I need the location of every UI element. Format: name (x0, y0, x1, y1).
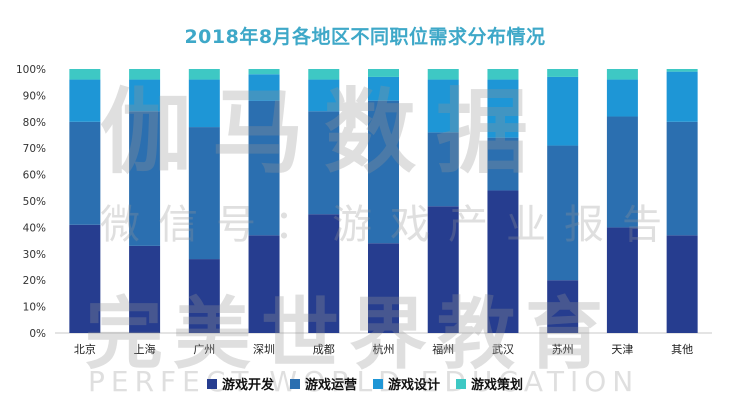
bar-segment-2-9 (547, 145, 579, 281)
y-tick-label: 70% (23, 143, 46, 155)
legend-item-ops: 游戏运营 (289, 374, 357, 393)
bar-segment-2-10 (606, 116, 638, 228)
y-tick-label: 80% (23, 117, 46, 129)
x-tick-label: 杭州 (373, 342, 395, 356)
bar-segment-1-10 (606, 227, 638, 333)
bar-segment-2-2 (129, 111, 161, 246)
bar-segment-3-5 (308, 79, 340, 112)
legend-swatch-dev (206, 378, 217, 389)
x-tick-label: 广州 (193, 343, 215, 356)
bar-segment-4-7 (427, 69, 459, 80)
bar-segment-4-8 (487, 69, 519, 80)
legend-label-dev: 游戏开发 (221, 378, 274, 393)
legend-item-design: 游戏设计 (373, 374, 440, 393)
y-tick-label: 90% (23, 90, 46, 102)
bar-segment-3-1 (69, 79, 101, 122)
legend-label-design: 游戏设计 (388, 378, 441, 393)
bar-segment-1-7 (427, 206, 459, 333)
y-tick-label: 60% (23, 170, 46, 182)
bar-segment-1-4 (248, 235, 280, 333)
bar-segment-4-4 (248, 69, 280, 75)
x-tick-label: 福州 (432, 342, 454, 356)
bar-segment-1-2 (129, 245, 161, 333)
y-tick-label: 20% (23, 275, 46, 287)
x-tick-label: 苏州 (552, 343, 574, 356)
bar-segment-1-5 (308, 214, 340, 333)
bar-segment-2-8 (487, 137, 519, 191)
bar-segment-4-11 (666, 69, 698, 72)
legend-swatch-design (373, 378, 383, 389)
bar-segment-4-1 (69, 69, 101, 80)
bar-segment-4-3 (188, 69, 220, 80)
y-tick-label: 30% (23, 249, 46, 261)
bar-segment-3-2 (129, 79, 161, 112)
bar-segment-1-3 (188, 259, 220, 333)
legend-label-plan: 游戏策划 (471, 378, 524, 393)
x-tick-label: 北京 (74, 342, 96, 356)
legend-item-dev: 游戏开发 (206, 374, 274, 393)
bar-segment-3-11 (666, 71, 698, 122)
x-tick-label: 成都 (313, 343, 335, 356)
y-tick-label: 100% (16, 64, 46, 76)
x-tick-label: 深圳 (253, 343, 275, 356)
bar-segment-1-1 (69, 224, 101, 333)
chart-title: 2018年8月各地区不同职位需求分布情况 (184, 26, 546, 48)
bar-segment-4-10 (606, 69, 638, 80)
bar-segment-2-11 (666, 121, 698, 236)
legend-swatch-ops (289, 378, 300, 389)
bar-segment-4-6 (368, 69, 399, 77)
bar-segment-3-10 (606, 79, 638, 117)
bar-segment-4-9 (547, 69, 579, 77)
bar-segment-1-9 (547, 280, 579, 333)
x-tick-label: 武汉 (492, 343, 514, 356)
bar-segment-3-3 (188, 79, 220, 128)
bar-segment-4-2 (129, 69, 161, 80)
bar-segment-3-7 (427, 79, 459, 133)
axis-layer: 0% 10% 20% 30% 40% 50% 60% 70% 80% 90% 100% 北京 上海 广州 深… (16, 64, 712, 356)
x-tick-label: 其他 (671, 343, 693, 356)
y-tick-label: 50% (23, 196, 46, 208)
y-tick-label: 10% (23, 302, 46, 314)
bar-segment-2-1 (69, 121, 101, 225)
bar-segment-2-7 (427, 132, 459, 207)
y-tick-label: 40% (23, 222, 46, 234)
y-tick-label: 0% (29, 328, 46, 340)
legend-swatch-plan (456, 378, 467, 389)
bar-segment-3-4 (248, 74, 280, 101)
bar-segment-1-11 (666, 235, 698, 333)
bar-layer (69, 69, 698, 333)
bar-segment-1-6 (368, 243, 399, 333)
bar-segment-2-3 (188, 127, 220, 260)
bar-segment-2-5 (308, 111, 340, 215)
bar-segment-2-6 (368, 100, 399, 244)
bar-segment-1-8 (487, 190, 519, 333)
bar-segment-2-4 (248, 100, 280, 236)
x-tick-label: 上海 (134, 342, 156, 356)
chart-legend: 游戏开发 游戏运营 游戏设计 游戏策划 (0, 374, 730, 393)
legend-item-plan: 游戏策划 (456, 374, 523, 393)
bar-segment-3-9 (547, 76, 579, 146)
x-tick-label: 天津 (611, 343, 633, 356)
bar-segment-4-5 (308, 69, 340, 80)
bar-segment-3-8 (487, 79, 519, 138)
bar-segment-3-6 (368, 76, 399, 101)
legend-label-ops: 游戏运营 (304, 378, 357, 393)
